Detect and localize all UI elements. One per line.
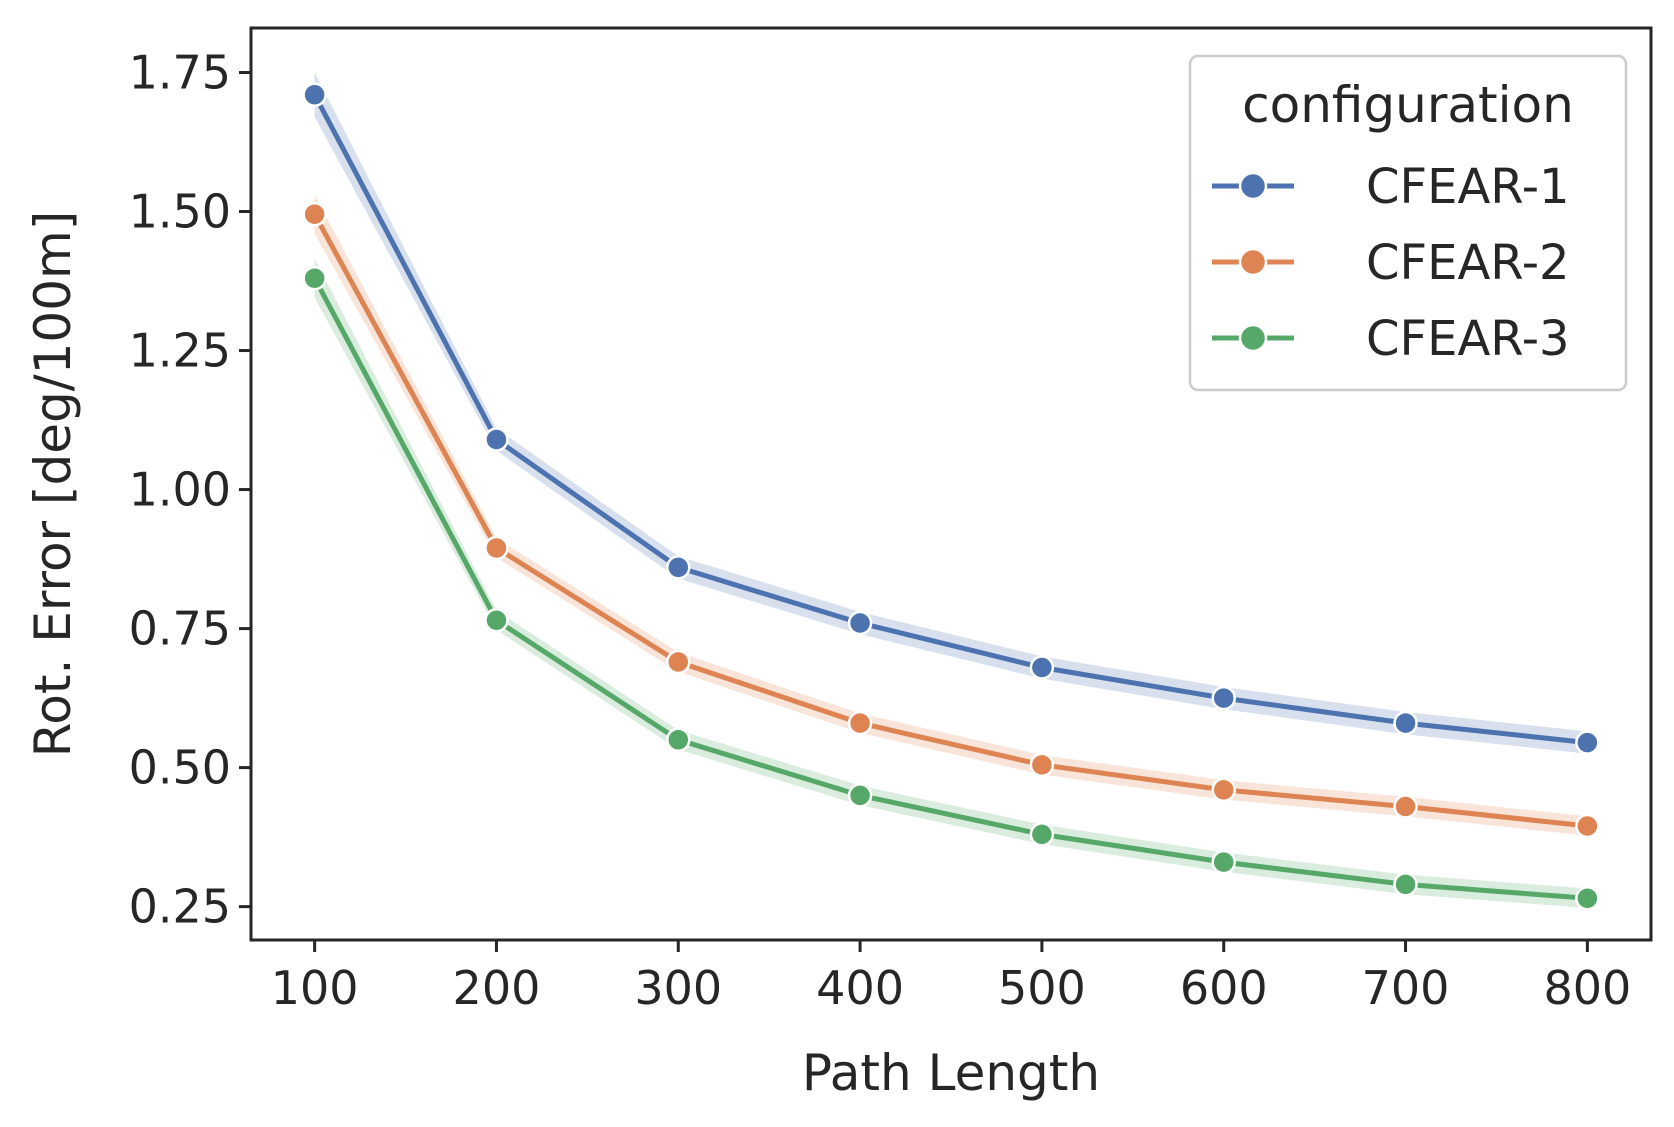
x-tick-label: 400 xyxy=(816,961,904,1015)
data-point-cfear-1 xyxy=(1029,655,1055,680)
data-point-cfear-1 xyxy=(302,82,327,107)
x-tick-label: 300 xyxy=(634,961,722,1015)
legend-marker-swatch xyxy=(1238,323,1268,353)
legend: configuration CFEAR-1 CFEAR-2 CFEAR-3 xyxy=(1188,54,1628,392)
plot-frame xyxy=(249,26,1653,942)
data-point-cfear-2 xyxy=(847,710,873,736)
legend-box xyxy=(1188,54,1628,392)
data-point-cfear-3 xyxy=(484,607,509,633)
series-line-cfear-1 xyxy=(312,93,1588,746)
legend-label: CFEAR-1 xyxy=(1366,159,1570,215)
x-tick-label: 800 xyxy=(1543,961,1631,1015)
data-point-cfear-3 xyxy=(666,727,691,753)
data-point-cfear-2 xyxy=(1575,813,1600,839)
data-point-cfear-1 xyxy=(1393,710,1418,736)
data-point-cfear-2 xyxy=(1029,752,1055,778)
y-tick-label: 0.25 xyxy=(129,880,231,934)
y-tick-label: 0.50 xyxy=(129,741,231,795)
y-axis-ticks: 0.25 0.50 0.75 1.00 1.25 1.50 1.75 xyxy=(129,45,251,934)
y-tick-label: 1.75 xyxy=(129,45,231,99)
data-point-cfear-3 xyxy=(847,783,873,808)
data-point-cfear-1 xyxy=(1211,685,1236,711)
data-point-cfear-3 xyxy=(1211,849,1236,875)
data-point-cfear-3 xyxy=(1393,872,1418,897)
data-point-cfear-1 xyxy=(847,610,873,636)
x-axis-ticks: 100 200 300 400 500 600 700 800 xyxy=(271,940,1631,1015)
data-point-cfear-1 xyxy=(484,427,509,452)
data-point-cfear-2 xyxy=(1393,794,1418,819)
legend-label: CFEAR-2 xyxy=(1366,235,1570,291)
x-tick-label: 600 xyxy=(1180,961,1268,1015)
data-point-cfear-1 xyxy=(1575,730,1600,755)
legend-items: CFEAR-1 CFEAR-2 CFEAR-3 xyxy=(1212,159,1570,367)
y-tick-label: 0.75 xyxy=(129,602,231,656)
y-tick-label: 1.25 xyxy=(129,324,231,378)
legend-item-cfear-2: CFEAR-2 xyxy=(1212,235,1570,291)
data-point-cfear-3 xyxy=(1575,886,1600,911)
x-tick-label: 700 xyxy=(1362,961,1450,1015)
y-tick-label: 1.50 xyxy=(129,185,231,239)
x-tick-label: 200 xyxy=(453,961,541,1015)
data-point-cfear-2 xyxy=(1211,777,1236,803)
data-point-cfear-2 xyxy=(302,202,327,227)
legend-marker-swatch xyxy=(1238,247,1268,277)
legend-item-cfear-3: CFEAR-3 xyxy=(1212,311,1570,367)
data-point-cfear-1 xyxy=(666,555,691,580)
data-point-cfear-3 xyxy=(1029,822,1055,847)
legend-marker-swatch xyxy=(1238,171,1268,201)
y-axis-label: Rot. Error [deg/100m] xyxy=(24,211,82,757)
series-line-cfear-3 xyxy=(312,277,1588,901)
series-lines xyxy=(312,93,1588,901)
legend-label: CFEAR-3 xyxy=(1366,311,1570,367)
legend-title: configuration xyxy=(1242,76,1574,134)
x-tick-label: 500 xyxy=(998,961,1086,1015)
x-tick-label: 100 xyxy=(271,961,359,1015)
legend-item-cfear-1: CFEAR-1 xyxy=(1212,159,1570,215)
series-markers xyxy=(302,82,1600,911)
data-point-cfear-2 xyxy=(484,535,509,561)
data-point-cfear-3 xyxy=(302,265,327,291)
series-line-cfear-2 xyxy=(312,213,1588,829)
data-point-cfear-2 xyxy=(666,649,691,675)
x-axis-label: Path Length xyxy=(802,1044,1100,1102)
y-tick-label: 1.00 xyxy=(129,463,231,517)
